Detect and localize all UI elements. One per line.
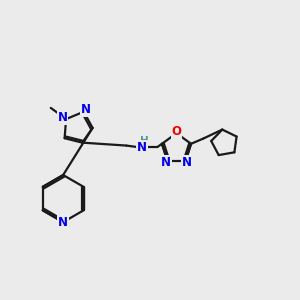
Text: H: H bbox=[140, 136, 148, 146]
Text: N: N bbox=[137, 141, 147, 154]
Text: N: N bbox=[80, 103, 91, 116]
Text: N: N bbox=[161, 156, 171, 169]
Text: N: N bbox=[58, 111, 68, 124]
Text: N: N bbox=[182, 156, 192, 169]
Text: N: N bbox=[58, 216, 68, 229]
Text: O: O bbox=[172, 125, 182, 138]
